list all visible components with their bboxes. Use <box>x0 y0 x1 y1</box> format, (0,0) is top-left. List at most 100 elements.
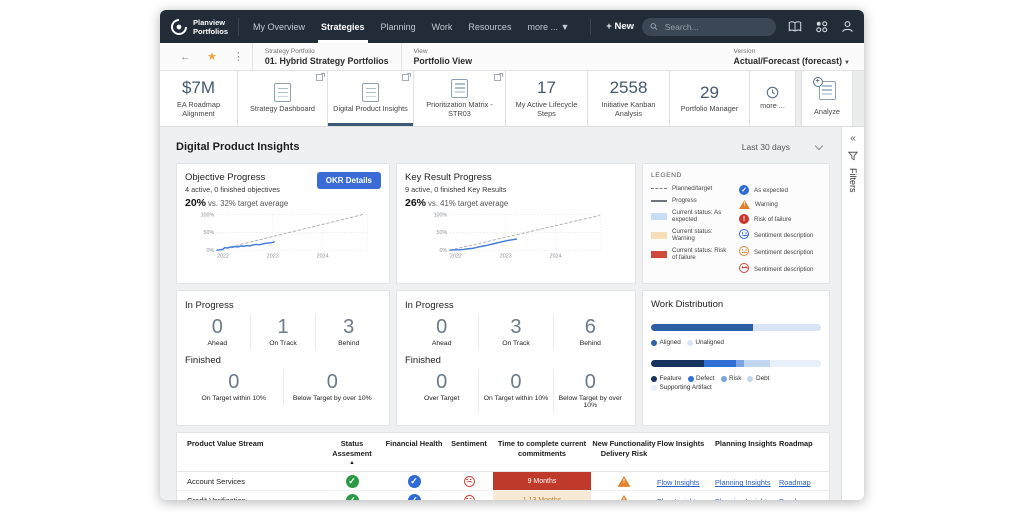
happy-blue-icon <box>739 229 749 239</box>
check-blue-icon: ✓ <box>739 185 749 195</box>
excl-red-icon: ! <box>739 214 749 224</box>
dashed-line-swatch <box>651 188 667 189</box>
work-type-bar <box>651 360 821 367</box>
planning-insights-link[interactable]: Planning Insights <box>715 497 771 500</box>
planning-insights-link[interactable]: Planning Insights <box>715 478 771 487</box>
stat-below-target: 0Below Target by over 10% <box>283 369 382 405</box>
tab-label: Strategy Dashboard <box>250 104 315 113</box>
header-financial-health[interactable]: Financial Health <box>383 439 445 449</box>
search-box[interactable] <box>642 18 776 36</box>
new-button[interactable]: + New <box>598 21 642 32</box>
tab-analyze[interactable]: + Analyze <box>801 71 853 126</box>
apps-grid-icon[interactable] <box>815 20 828 33</box>
main-area: Digital Product Insights Last 30 days Ob… <box>160 127 864 500</box>
nav-item-planning[interactable]: Planning <box>373 10 424 43</box>
legend-item: !Risk of failure <box>739 214 821 224</box>
segment-supporting-artifact <box>770 360 821 367</box>
header-status-assesment[interactable]: Status Assesment▲ <box>321 439 383 467</box>
tab-portfolio-manager[interactable]: 29 Portfolio Manager <box>670 71 750 126</box>
warning-triangle-icon: ! <box>739 200 750 209</box>
tab-initiative-kanban-analysis[interactable]: 2558 Initiative Kanban Analysis <box>588 71 670 126</box>
roadmap-link[interactable]: Roadmap <box>779 497 811 500</box>
stat-over-target: 0Over Target <box>405 369 478 412</box>
plus-magnifier-icon: + <box>813 77 823 87</box>
screenshot-canvas: Planview Portfolios My Overview Strategi… <box>0 0 1024 512</box>
objective-stats-panel: In Progress 0Ahead 1On Track 3Behind Fin… <box>176 290 390 426</box>
nav-item-work[interactable]: Work <box>424 10 461 43</box>
legend-item: ✓As expected <box>739 185 821 195</box>
filters-rail: « Filters <box>841 127 864 500</box>
alignment-bar <box>651 324 821 331</box>
version-selector[interactable]: Version Actual/Forecast (forecast)▼ <box>722 43 858 70</box>
table-row: Credit Verification✓✓1.13 Months!Flow In… <box>177 491 829 500</box>
tab-label: My Active Lifecycle Steps <box>511 100 582 118</box>
sort-asc-icon: ▲ <box>321 460 383 467</box>
check-blue-icon: ✓ <box>408 494 421 500</box>
tab-label: more ... <box>760 101 785 110</box>
roadmap-link[interactable]: Roadmap <box>779 478 811 487</box>
work-distribution-panel: Work Distribution AlignedUnaligned Featu… <box>642 290 830 426</box>
legend-left-column: Planned/target Progress Current status: … <box>651 185 733 275</box>
header-sentiment[interactable]: Sentiment <box>445 439 493 449</box>
sentiment-cell <box>445 476 493 487</box>
svg-text:100%: 100% <box>434 212 448 218</box>
header-new-functionality-delivery-risk[interactable]: New Functionality Delivery Risk <box>591 439 657 458</box>
header-flow-insights[interactable]: Flow Insights <box>657 439 715 449</box>
tab-prioritization-matrix[interactable]: Prioritization Matrix - STR03 <box>414 71 506 126</box>
segment-risk <box>736 360 745 367</box>
tab-label: Digital Product Insights <box>333 104 408 113</box>
legend-title: LEGEND <box>651 172 821 179</box>
tab-my-active-lifecycle-steps[interactable]: 17 My Active Lifecycle Steps <box>506 71 588 126</box>
link-cell: Planning Insights <box>715 472 779 490</box>
planview-brand[interactable]: Planview Portfolios <box>170 18 239 36</box>
view-selector[interactable]: View Portfolio View <box>401 43 485 70</box>
tab-more[interactable]: more ... <box>750 71 796 126</box>
flow-insights-link[interactable]: Flow Insights <box>657 478 700 487</box>
stat-on-track: 3On Track <box>478 314 552 350</box>
nav-item-more[interactable]: more ... ▼ <box>519 10 577 43</box>
header-time-to-complete[interactable]: Time to complete current commitments <box>493 439 591 458</box>
kebab-menu-icon[interactable]: ⋮ <box>225 50 252 63</box>
nav-item-my-overview[interactable]: My Overview <box>245 10 313 43</box>
back-button[interactable]: ← <box>172 51 199 63</box>
svg-text:0%: 0% <box>207 248 215 254</box>
search-input[interactable] <box>663 21 768 33</box>
tab-label: Initiative Kanban Analysis <box>593 100 664 118</box>
dashboard-doc-icon <box>451 79 468 98</box>
legend-right-column: ✓As expected !Warning !Risk of failure S… <box>739 185 821 275</box>
page-title: Digital Product Insights <box>176 141 299 153</box>
filter-funnel-icon[interactable] <box>848 151 858 161</box>
favorite-star-icon[interactable]: ★ <box>199 50 225 63</box>
view-value: Portfolio View <box>414 56 473 66</box>
legend-item: !Warning <box>739 200 821 209</box>
tab-digital-product-insights[interactable]: Digital Product Insights <box>328 71 414 126</box>
time-to-complete-cell: 9 Months <box>493 472 591 490</box>
table-header-row: Product Value Stream Status Assesment▲ F… <box>177 433 829 472</box>
strategy-portfolio-selector[interactable]: Strategy Portfolio 01. Hybrid Strategy P… <box>252 43 401 70</box>
header-planning-insights[interactable]: Planning Insights <box>715 439 779 449</box>
planview-logo-icon <box>170 18 188 36</box>
profile-icon[interactable] <box>841 20 854 33</box>
stat-below-target: 0Below Target by over 10% <box>553 369 627 412</box>
collapse-panel-icon[interactable]: « <box>850 133 856 144</box>
in-progress-label: In Progress <box>185 300 381 311</box>
orange-swatch <box>651 232 667 239</box>
legend-unaligned: Unaligned <box>687 339 724 346</box>
link-cell: Planning Insights <box>715 491 779 500</box>
nav-item-strategies[interactable]: Strategies <box>313 10 373 43</box>
portfolio-toolbar: ← ★ ⋮ Strategy Portfolio 01. Hybrid Stra… <box>160 43 864 71</box>
header-product-value-stream[interactable]: Product Value Stream <box>187 439 321 449</box>
filters-label[interactable]: Filters <box>848 168 858 193</box>
svg-text:50%: 50% <box>204 230 215 236</box>
okr-details-button[interactable]: OKR Details <box>317 172 381 189</box>
flow-insights-link[interactable]: Flow Insights <box>657 497 700 500</box>
nav-item-resources[interactable]: Resources <box>460 10 519 43</box>
solid-line-swatch <box>651 200 667 202</box>
header-roadmap[interactable]: Roadmap <box>779 439 821 449</box>
book-icon[interactable] <box>788 20 802 33</box>
time-range-dropdown[interactable]: Last 30 days <box>734 139 830 155</box>
tab-strategy-dashboard[interactable]: Strategy Dashboard <box>238 71 328 126</box>
tab-ea-roadmap-alignment[interactable]: $7M EA Roadmap Alignment <box>160 71 238 126</box>
tab-label: Portfolio Manager <box>681 104 739 113</box>
key-result-progress-panel: Key Result Progress 9 active, 0 finished… <box>396 163 636 284</box>
